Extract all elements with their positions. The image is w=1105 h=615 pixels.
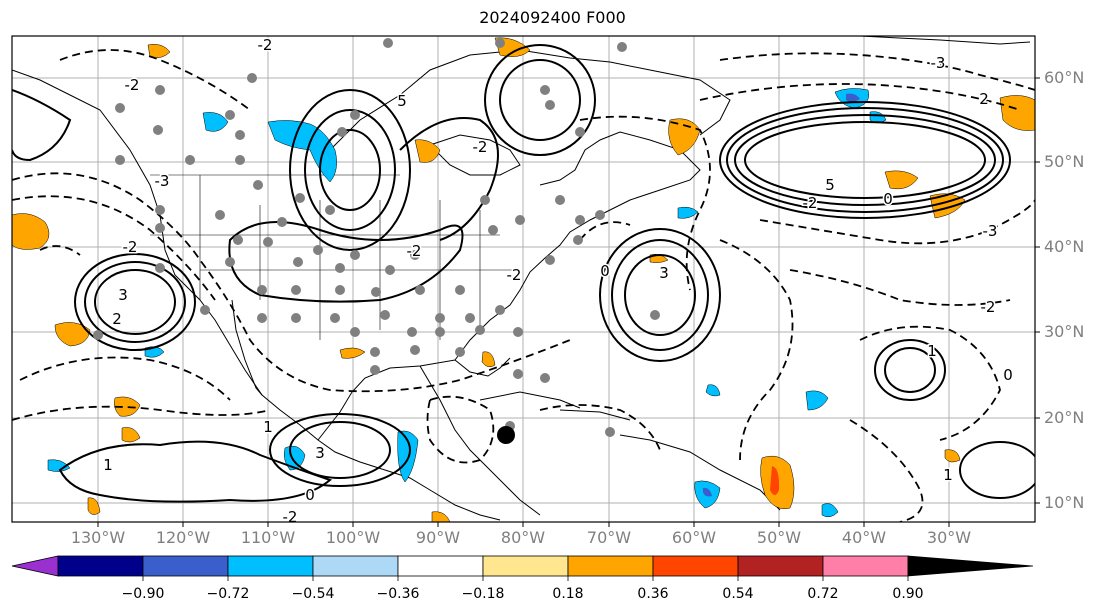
contour-label: -2 xyxy=(981,298,996,316)
colorbar-segment xyxy=(142,555,229,577)
colorbar-segment xyxy=(57,555,144,577)
lon-label: 130°W xyxy=(70,528,126,547)
contour-label: 2 xyxy=(979,90,989,108)
contour-label: -2 xyxy=(407,242,422,260)
colorbar-segment xyxy=(227,555,314,577)
contour-label: -2 xyxy=(125,76,140,94)
station-markers xyxy=(93,38,660,437)
contour-label: 0 xyxy=(883,190,893,208)
lat-label: 10°N xyxy=(1044,493,1085,512)
colorbar-tick-label: −0.18 xyxy=(461,586,505,602)
contour-label: -2 xyxy=(473,138,488,156)
contour-label: 3 xyxy=(315,444,325,462)
lat-label: 30°N xyxy=(1044,322,1085,341)
shaded-field xyxy=(12,37,1035,522)
colorbar-segment xyxy=(397,555,484,577)
colorbar-tick-label: 0.72 xyxy=(807,586,839,602)
contour-label: 3 xyxy=(118,286,128,304)
lon-label: 90°W xyxy=(415,528,461,547)
lat-label: 40°N xyxy=(1044,237,1085,256)
lat-label: 60°N xyxy=(1044,68,1085,87)
lon-label: 60°W xyxy=(671,528,717,547)
tick-marks xyxy=(97,77,1040,527)
colorbar-tick-label: −0.36 xyxy=(376,586,420,602)
lon-label: 100°W xyxy=(325,528,381,547)
lon-label: 70°W xyxy=(586,528,632,547)
lat-label: 50°N xyxy=(1044,152,1085,171)
lon-label: 110°W xyxy=(240,528,296,547)
colorbar-tick-label: 0.54 xyxy=(722,586,754,602)
contour-label: -2 xyxy=(507,266,522,284)
colorbar-tick-label: 0.90 xyxy=(892,586,924,602)
contour-label: -2 xyxy=(123,238,138,256)
map-title: 2024092400 F000 xyxy=(479,8,626,27)
political-boundaries xyxy=(150,174,520,340)
storm-marker xyxy=(497,426,515,444)
colorbar-segment xyxy=(737,555,824,577)
contour-label: -2 xyxy=(283,508,298,526)
colorbar-extend-low xyxy=(11,555,59,577)
solid-contours xyxy=(12,44,1035,503)
contour-label: 1 xyxy=(263,418,273,436)
contour-label: 0 xyxy=(305,486,315,504)
contour-label: 0 xyxy=(600,262,610,280)
contour-label: 5 xyxy=(397,92,407,110)
lon-label: 50°W xyxy=(756,528,802,547)
contour-label: 5 xyxy=(825,176,835,194)
colorbar-tick-label: 0.18 xyxy=(552,586,584,602)
contour-label: 1 xyxy=(927,342,937,360)
contour-label: 1 xyxy=(103,456,113,474)
lon-label: 30°W xyxy=(926,528,972,547)
lon-label: 40°W xyxy=(841,528,887,547)
lat-label: 20°N xyxy=(1044,408,1085,427)
contour-label: -3 xyxy=(983,222,998,240)
colorbar-extend-high xyxy=(907,555,1034,577)
colorbar-segment xyxy=(652,555,739,577)
colorbar-tick-label: 0.36 xyxy=(637,586,669,602)
colorbar-tick-label: −0.90 xyxy=(121,586,165,602)
contour-label: 0 xyxy=(1003,366,1013,384)
lon-label: 80°W xyxy=(500,528,546,547)
contour-label: 1 xyxy=(943,466,953,484)
contour-label: -3 xyxy=(931,54,946,72)
dashed-contours xyxy=(12,49,1035,522)
colorbar-tick-label: −0.72 xyxy=(206,586,250,602)
colorbar-segment xyxy=(482,555,569,577)
colorbar-segment xyxy=(567,555,654,577)
contour-label: -3 xyxy=(155,172,170,190)
contour-label: -2 xyxy=(803,194,818,212)
contour-label: 3 xyxy=(659,264,669,282)
contour-label: -2 xyxy=(258,36,273,54)
lon-label: 120°W xyxy=(155,528,211,547)
colorbar-segment xyxy=(822,555,909,577)
coastlines xyxy=(12,36,1031,521)
colorbar-tick-label: −0.54 xyxy=(291,586,335,602)
colorbar-segment xyxy=(312,555,399,577)
contour-label: 2 xyxy=(112,310,122,328)
colorbar xyxy=(11,555,1034,581)
contour-labels: 3 2 -3 -2 -2 5 -2 0 3 -2 -2 1 -2 -3 0 3 … xyxy=(102,36,1015,526)
